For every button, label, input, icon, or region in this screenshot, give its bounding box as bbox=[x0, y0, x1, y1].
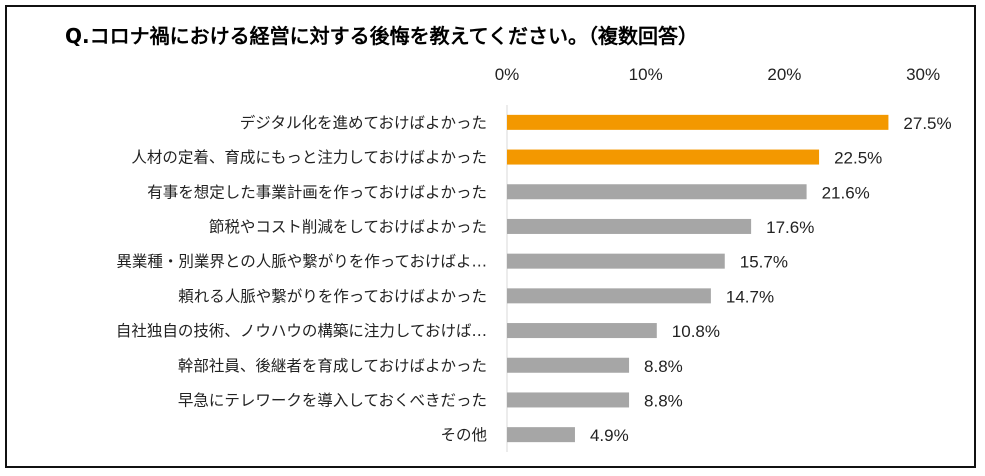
value-label: 21.6% bbox=[822, 183, 870, 202]
x-tick-label: 10% bbox=[629, 65, 663, 84]
value-label: 22.5% bbox=[834, 149, 882, 168]
x-tick-label: 30% bbox=[906, 65, 940, 84]
bar-row: 幹部社員、後継者を育成しておけばよかった 8.8% bbox=[178, 356, 683, 376]
bar bbox=[507, 218, 752, 234]
bar bbox=[507, 288, 711, 304]
bar bbox=[507, 392, 630, 408]
bar bbox=[507, 427, 575, 443]
value-label: 8.8% bbox=[644, 391, 683, 410]
bar bbox=[507, 184, 807, 200]
category-label: 人材の定着、育成にもっと注力しておけばよかった bbox=[131, 149, 487, 167]
x-tick-label: 0% bbox=[495, 65, 520, 84]
value-label: 14.7% bbox=[726, 287, 774, 306]
bar-row: 頼れる人脈や繋がりを作っておけばよかった 14.7% bbox=[178, 287, 774, 306]
bar-row: その他 4.9% bbox=[440, 426, 628, 445]
bar bbox=[507, 149, 820, 165]
bar bbox=[507, 114, 889, 130]
category-label: 頼れる人脈や繋がりを作っておけばよかった bbox=[178, 287, 487, 305]
value-label: 4.9% bbox=[590, 426, 629, 445]
category-label: その他 bbox=[440, 426, 487, 444]
value-label: 27.5% bbox=[903, 114, 951, 133]
bar bbox=[507, 323, 657, 339]
bar bbox=[507, 357, 630, 373]
category-label: デジタル化を進めておけばよかった bbox=[240, 113, 487, 132]
chart-title: Q.コロナ禍における経営に対する後悔を教えてください。（複数回答） bbox=[65, 24, 698, 48]
x-tick-label: 20% bbox=[767, 65, 801, 84]
value-label: 17.6% bbox=[766, 218, 814, 237]
bar-row: 早急にテレワークを導入しておくべきだった 8.8% bbox=[178, 391, 683, 410]
chart-frame bbox=[5, 5, 976, 468]
category-label: 幹部社員、後継者を育成しておけばよかった bbox=[178, 356, 487, 375]
value-label: 8.8% bbox=[644, 357, 683, 376]
bar-row: 自社独自の技術、ノウハウの構築に注力しておけば… 10.8% bbox=[116, 322, 720, 341]
value-label: 15.7% bbox=[740, 253, 788, 272]
bar-row: 節税やコスト削減をしておけばよかった 17.6% bbox=[209, 218, 814, 237]
bar bbox=[507, 253, 725, 269]
category-label: 有事を想定した事業計画を作っておけばよかった bbox=[147, 183, 487, 201]
bar-row: 異業種・別業界との人脈や繋がりを作っておけばよ… 15.7% bbox=[116, 253, 788, 272]
value-label: 10.8% bbox=[672, 322, 720, 341]
category-label: 異業種・別業界との人脈や繋がりを作っておけばよ… bbox=[116, 253, 487, 271]
bar-row: デジタル化を進めておけばよかった 27.5% bbox=[240, 113, 952, 133]
bar-row: 有事を想定した事業計画を作っておけばよかった 21.6% bbox=[147, 183, 870, 202]
category-label: 自社独自の技術、ノウハウの構築に注力しておけば… bbox=[116, 322, 487, 340]
category-label: 節税やコスト削減をしておけばよかった bbox=[209, 218, 487, 236]
bar-row: 人材の定着、育成にもっと注力しておけばよかった 22.5% bbox=[131, 149, 882, 168]
category-label: 早急にテレワークを導入しておくべきだった bbox=[178, 391, 487, 409]
